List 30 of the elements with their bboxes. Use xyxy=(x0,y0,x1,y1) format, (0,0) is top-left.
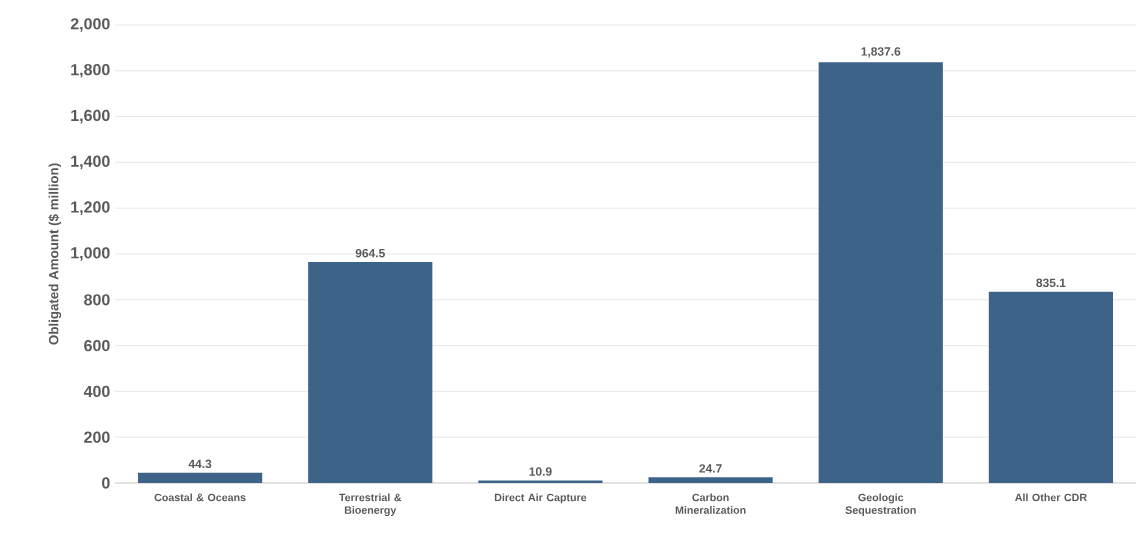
y-tick-label: 600 xyxy=(84,339,110,352)
bar xyxy=(988,291,1114,483)
y-tick-label: 1,600 xyxy=(71,109,110,124)
y-axis-title: Obligated Amount ($ million) xyxy=(48,163,62,345)
y-tick-label: 400 xyxy=(83,385,110,398)
y-tick-label: 800 xyxy=(84,294,110,306)
bar xyxy=(137,472,263,483)
data-label: 835.1 xyxy=(1036,278,1066,288)
x-tick-label: Terrestrial & Bioenergy xyxy=(339,493,402,517)
bar xyxy=(648,477,773,483)
bar xyxy=(818,62,943,483)
y-tick-label: 0 xyxy=(102,477,110,489)
x-tick-label: Geologic Sequestration xyxy=(845,493,916,516)
x-tick-label: Direct Air Capture xyxy=(494,493,587,504)
y-tick-label: 1,200 xyxy=(71,201,110,215)
y-tick-label: 200 xyxy=(84,431,110,443)
y-tick-label: 1,400 xyxy=(71,155,110,170)
y-tick-label: 2,000 xyxy=(70,18,110,32)
x-tick-label: Carbon Mineralization xyxy=(675,493,746,514)
x-tick-label: Coastal & Oceans xyxy=(154,493,246,502)
data-label: 44.3 xyxy=(188,459,212,469)
data-label: 24.7 xyxy=(699,464,722,473)
bar xyxy=(308,262,433,483)
data-label: 10.9 xyxy=(529,467,552,476)
x-tick-label: All Other CDR xyxy=(1015,493,1087,502)
data-label: 1,837.6 xyxy=(861,47,901,58)
data-label: 964.5 xyxy=(355,248,385,258)
y-tick-label: 1,000 xyxy=(71,247,110,261)
y-tick-label: 1,800 xyxy=(71,63,110,78)
bar xyxy=(478,480,603,483)
